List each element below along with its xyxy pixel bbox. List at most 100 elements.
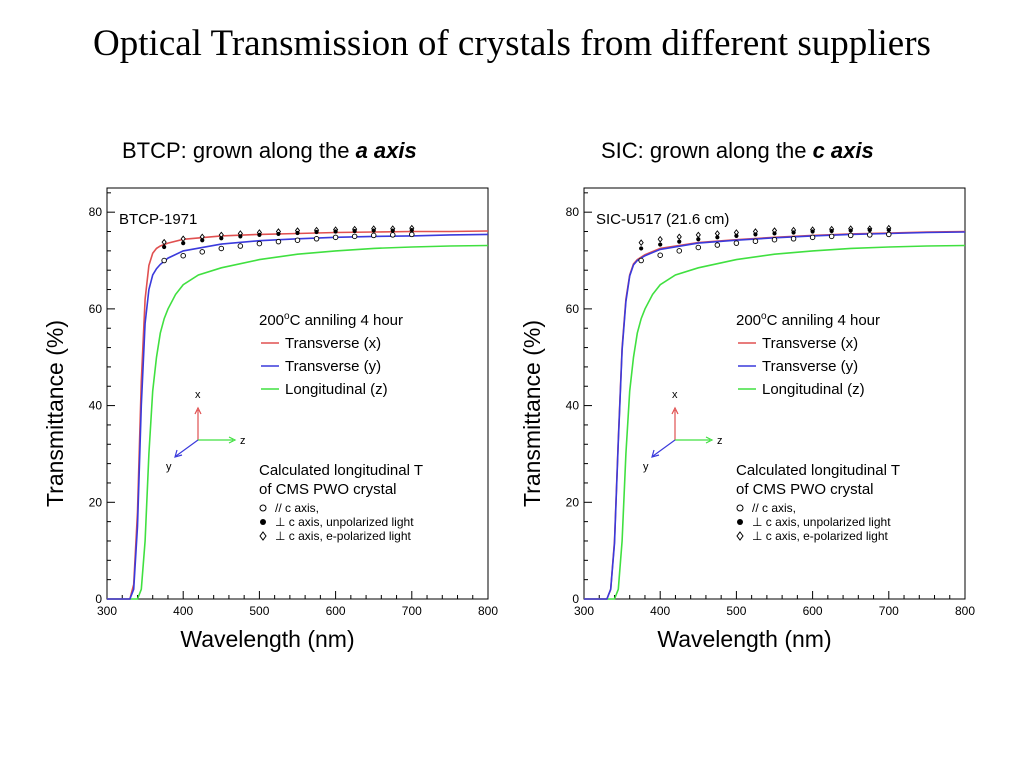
calc-legend-marker-diamond [259, 531, 267, 541]
chart-panel-btcp: BTCP: grown along the a axis 300 400 500 60… [30, 130, 520, 660]
marker-perp-unpolarized [200, 238, 205, 243]
calc-legend-entry: ⊥ c axis, unpolarized light [275, 515, 414, 529]
y-tick-label: 60 [89, 302, 103, 316]
chart-svg: 300 400 500 600 700 800 0 20 40 60 80 Wavelength (n… [519, 187, 975, 652]
axis-z-letter: z [717, 435, 723, 447]
marker-perp-unpolarized [314, 229, 319, 235]
marker-perp-unpolarized [333, 229, 338, 234]
marker-c-axis [771, 236, 778, 243]
x-tick-label: 600 [803, 604, 823, 618]
marker-c-axis [313, 236, 320, 242]
chart-heading: SIC: grown along the c axis [601, 138, 874, 164]
x-tick-label: 700 [879, 604, 899, 618]
marker-perp-unpolarized [352, 228, 357, 234]
legend-header: 200oC anniling 4 hour [736, 311, 880, 329]
marker-c-axis [790, 236, 797, 242]
marker-perp-unpolarized [753, 232, 758, 237]
legend-entry: Transverse (x) [285, 335, 381, 352]
marker-perp-unpolarized [772, 231, 777, 236]
marker-perp-unpolarized [219, 236, 224, 241]
sample-label: BTCP-1971 [119, 211, 197, 228]
marker-c-axis [676, 248, 682, 254]
series-line-longitudinal-z [584, 244, 966, 600]
chart-heading: BTCP: grown along the a axis [122, 138, 417, 164]
marker-perp-unpolarized [867, 227, 872, 233]
marker-c-axis [657, 252, 663, 258]
plot-frame [583, 187, 966, 600]
axis-y-letter: y [166, 461, 172, 473]
marker-c-axis [199, 249, 205, 255]
marker-perp-unpolarized [276, 231, 281, 237]
calc-legend-subtitle: of CMS PWO crystal [259, 481, 397, 498]
marker-c-axis [275, 238, 282, 245]
axis-y-arrowhead [651, 449, 660, 458]
chart-heading-prefix: SIC: grown along the [601, 138, 813, 163]
y-tick-label: 0 [95, 592, 102, 606]
axis-z-arrowhead [228, 436, 237, 444]
calc-legend-title: Calculated longitudinal T [259, 462, 423, 479]
legend-entry: Transverse (x) [762, 335, 858, 352]
marker-c-axis [409, 231, 415, 238]
marker-c-axis [809, 234, 816, 241]
y-tick-label: 20 [89, 495, 103, 509]
marker-perp-unpolarized [162, 244, 167, 250]
legend-header: 200oC anniling 4 hour [259, 311, 403, 329]
series-line-longitudinal-z [107, 244, 489, 600]
marker-c-axis [752, 238, 759, 244]
marker-c-axis [237, 243, 244, 249]
marker-perp-unpolarized [810, 229, 815, 234]
legend-entry: Longitudinal (z) [762, 381, 865, 398]
marker-c-axis [695, 244, 702, 251]
y-tick-label: 80 [89, 205, 103, 219]
axis-x-arrowhead [194, 406, 202, 415]
marker-perp-epolarized [676, 233, 682, 241]
legend-entry: Transverse (y) [285, 358, 381, 375]
marker-c-axis [351, 233, 358, 240]
x-axis-label: Wavelength (nm) [657, 626, 831, 652]
marker-perp-epolarized [638, 239, 644, 246]
marker-perp-unpolarized [371, 228, 376, 233]
marker-perp-unpolarized [639, 246, 644, 251]
calc-legend-marker-filled [260, 519, 266, 525]
calc-legend-entry: ⊥ c axis, unpolarized light [752, 515, 891, 529]
marker-c-axis [828, 233, 835, 240]
marker-c-axis [867, 232, 873, 238]
marker-perp-unpolarized [181, 241, 186, 246]
y-tick-label: 40 [566, 399, 580, 413]
calc-legend-marker-open [259, 504, 267, 512]
axis-y-arrowhead [174, 449, 183, 458]
marker-c-axis [886, 231, 892, 238]
marker-c-axis [370, 232, 377, 239]
calc-legend-entry: // c axis, [275, 501, 319, 515]
axis-y-arrow [175, 439, 199, 457]
marker-c-axis [847, 232, 854, 239]
chart-heading-emphasis: c axis [812, 138, 874, 163]
legend-entry: Longitudinal (z) [285, 381, 388, 398]
x-tick-label: 500 [726, 604, 746, 618]
marker-c-axis [161, 257, 167, 264]
marker-perp-unpolarized [409, 227, 414, 233]
marker-c-axis [733, 240, 740, 246]
axis-x-arrowhead [671, 406, 679, 415]
x-tick-label: 600 [326, 604, 346, 618]
marker-perp-unpolarized [791, 230, 796, 235]
marker-perp-unpolarized [829, 228, 834, 234]
y-tick-label: 20 [566, 495, 580, 509]
x-tick-label: 500 [249, 604, 269, 618]
calc-legend-marker-diamond [736, 531, 744, 541]
calc-legend-entry: // c axis, [752, 501, 796, 515]
marker-perp-unpolarized [715, 235, 720, 240]
y-tick-label: 60 [566, 302, 580, 316]
marker-c-axis [294, 237, 301, 243]
axis-x-letter: x [672, 389, 678, 401]
y-tick-label: 80 [566, 205, 580, 219]
marker-perp-unpolarized [658, 242, 663, 247]
marker-c-axis [218, 245, 225, 252]
axis-z-letter: z [240, 435, 246, 447]
y-tick-label: 40 [89, 399, 103, 413]
axis-z-arrowhead [705, 436, 714, 444]
marker-c-axis [256, 240, 263, 247]
marker-c-axis [332, 234, 339, 241]
x-tick-label: 400 [650, 604, 670, 618]
marker-perp-epolarized [657, 235, 663, 243]
